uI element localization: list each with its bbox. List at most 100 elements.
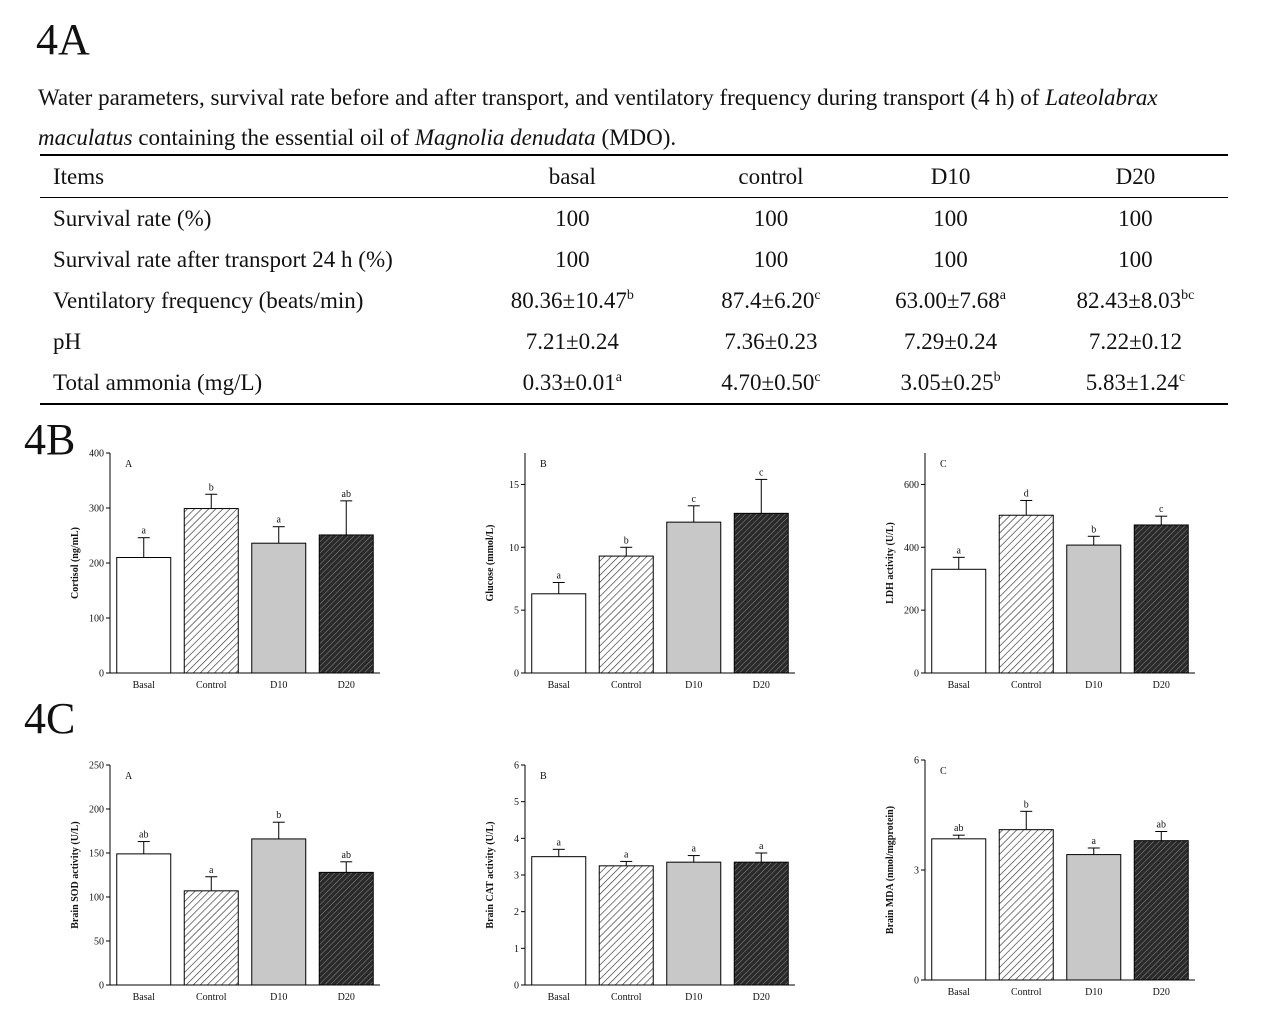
x-tick-label: Basal bbox=[548, 680, 570, 691]
y-tick-label: 400 bbox=[89, 449, 104, 460]
cell-value: 7.22±0.12 bbox=[1088, 328, 1182, 354]
x-tick-label: D20 bbox=[338, 992, 355, 1003]
y-tick-label: 4 bbox=[514, 834, 519, 845]
y-tick-label: 200 bbox=[89, 559, 104, 570]
significance-letter: c bbox=[1159, 504, 1164, 515]
significance-superscript: a bbox=[999, 287, 1006, 303]
table-cell: 87.4±6.20c bbox=[684, 280, 859, 321]
y-axis-label: Cortisol (ng/mL) bbox=[70, 527, 81, 599]
significance-superscript: bc bbox=[1181, 287, 1195, 303]
y-axis-label: LDH activity (U/L) bbox=[885, 522, 896, 604]
bar-d20 bbox=[1133, 524, 1189, 674]
cell-value: 100 bbox=[933, 246, 968, 272]
table-cell: 63.00±7.68a bbox=[858, 280, 1043, 321]
bar-basal bbox=[116, 557, 172, 674]
x-tick-label: Control bbox=[611, 992, 642, 1003]
table-cell: 80.36±10.47b bbox=[461, 280, 684, 321]
y-tick-label: 0 bbox=[99, 669, 104, 680]
y-axis-label: Brain SOD activity (U/L) bbox=[70, 821, 81, 929]
bar-d10 bbox=[251, 542, 307, 674]
x-tick-label: D10 bbox=[270, 992, 287, 1003]
chart-brain-sod: 0 50 100 150 200 250 A Brain SOD activity (U/L)… bbox=[70, 761, 380, 1003]
significance-letter: a bbox=[957, 545, 962, 556]
x-tick-label: Basal bbox=[948, 987, 970, 998]
panel-letter: C bbox=[940, 766, 947, 777]
table-cell: 100 bbox=[684, 198, 859, 240]
significance-letter: d bbox=[1024, 488, 1029, 499]
header-control: control bbox=[738, 163, 804, 189]
y-tick-label: 1 bbox=[514, 944, 519, 955]
y-tick-label: 6 bbox=[514, 761, 519, 772]
table-cell: 100 bbox=[858, 239, 1043, 280]
significance-letter: b bbox=[276, 810, 281, 821]
y-tick-label: 0 bbox=[99, 981, 104, 992]
y-tick-label: 0 bbox=[914, 669, 919, 680]
table-cell: 100 bbox=[1043, 239, 1228, 280]
significance-letter: a bbox=[277, 515, 282, 526]
x-tick-label: D10 bbox=[1085, 680, 1102, 691]
section-label-4c: 4C bbox=[24, 694, 76, 743]
significance-superscript: b bbox=[626, 287, 634, 303]
cell-value: 100 bbox=[753, 205, 789, 231]
table-cell: 7.29±0.24 bbox=[858, 321, 1043, 362]
cell-value: 80.36±10.47 bbox=[510, 287, 627, 313]
x-tick-label: Basal bbox=[548, 992, 570, 1003]
x-tick-label: Basal bbox=[133, 680, 155, 691]
cell-value: 82.43±8.03 bbox=[1076, 287, 1182, 313]
table-caption: Water parameters, survival rate before a… bbox=[38, 78, 1238, 158]
table-cell: 100 bbox=[461, 239, 684, 280]
caption-part3: (MDO). bbox=[595, 125, 677, 150]
panel-letter: A bbox=[125, 771, 133, 782]
header-items: Items bbox=[53, 163, 105, 189]
caption-part1: Water parameters, survival rate before a… bbox=[38, 85, 1046, 110]
y-tick-label: 100 bbox=[89, 893, 104, 904]
cell-value: 100 bbox=[1118, 246, 1153, 272]
table-row: Survival rate after transport 24 h (%) 10… bbox=[40, 239, 1228, 280]
x-tick-label: D20 bbox=[1153, 987, 1170, 998]
chart-glucose: 0 5 10 15 B Glucose (mmol/L) a Basal b Control c D1… bbox=[485, 453, 795, 691]
significance-letter: a bbox=[624, 849, 629, 860]
panel-letter: C bbox=[940, 459, 947, 470]
bar-basal bbox=[116, 853, 172, 986]
y-axis-label: Brain MDA (nmol/mgprotein) bbox=[885, 806, 896, 934]
row-item-label: Ventilatory frequency (beats/min) bbox=[53, 287, 364, 313]
bar-control bbox=[183, 508, 239, 674]
cell-value: 63.00±7.68 bbox=[895, 287, 1000, 313]
caption-part2: containing the essential oil of bbox=[132, 125, 415, 150]
significance-letter: b bbox=[209, 482, 214, 493]
y-tick-label: 3 bbox=[914, 866, 919, 877]
cell-value: 7.29±0.24 bbox=[903, 328, 998, 354]
chart-ldh: 0 200 400 600 C LDH activity (U/L) a Basal d Cont… bbox=[885, 453, 1195, 691]
significance-letter: a bbox=[142, 526, 147, 537]
y-axis-label: Glucose (mmol/L) bbox=[485, 525, 496, 602]
y-tick-label: 3 bbox=[514, 871, 519, 882]
x-tick-label: D20 bbox=[338, 680, 355, 691]
y-tick-label: 100 bbox=[89, 614, 104, 625]
y-tick-label: 15 bbox=[509, 480, 519, 491]
table-cell: 7.21±0.24 bbox=[461, 321, 684, 362]
significance-letter: b bbox=[624, 535, 629, 546]
y-tick-label: 6 bbox=[914, 756, 919, 767]
significance-superscript: c bbox=[814, 287, 821, 303]
header-d20: D20 bbox=[1115, 163, 1156, 189]
y-tick-label: 5 bbox=[514, 606, 519, 617]
chart-cortisol: 0 100 200 300 400 A Cortisol (ng/mL) a Basal b Con… bbox=[70, 449, 380, 691]
x-tick-label: Control bbox=[1011, 680, 1042, 691]
table-cell: 100 bbox=[858, 198, 1043, 240]
table-cell: 7.22±0.12 bbox=[1043, 321, 1228, 362]
bar-control bbox=[183, 890, 239, 986]
significance-letter: c bbox=[759, 467, 764, 478]
bar-control bbox=[998, 829, 1054, 981]
y-tick-label: 200 bbox=[904, 606, 919, 617]
significance-letter: ab bbox=[342, 489, 351, 500]
significance-letter: a bbox=[692, 844, 697, 855]
row-item-label: Survival rate (%) bbox=[53, 205, 212, 231]
significance-letter: a bbox=[759, 841, 764, 852]
table-row: pH 7.21±0.24 7.36±0.23 7.29±0.24 7.22±0.12 bbox=[40, 321, 1228, 362]
significance-letter: ab bbox=[1157, 820, 1166, 831]
y-tick-label: 600 bbox=[904, 480, 919, 491]
y-tick-label: 2 bbox=[514, 907, 519, 918]
table-cell: 100 bbox=[684, 239, 859, 280]
cell-value: 100 bbox=[933, 205, 968, 231]
x-tick-label: D10 bbox=[270, 680, 287, 691]
